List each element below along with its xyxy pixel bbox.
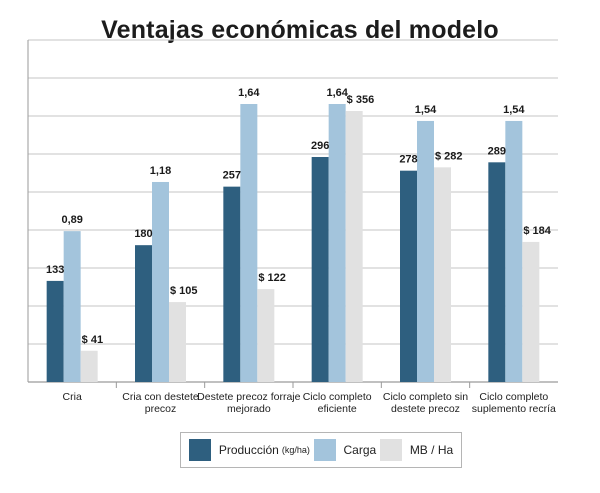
bar-0-5 (488, 162, 506, 382)
legend-swatch-carga (313, 439, 336, 461)
category-label-4: destete precoz (391, 403, 460, 415)
value-label-0-0: 133 (46, 264, 64, 276)
category-label-5: Ciclo completo (479, 391, 548, 403)
bar-1-1 (152, 181, 169, 382)
bar-2-4 (434, 167, 451, 382)
value-label-0-2: 257 (223, 170, 241, 182)
value-label-1-2: 1,64 (238, 87, 260, 99)
grid-lines (27, 39, 558, 388)
legend-swatch-produccion (188, 439, 211, 461)
bar-1-4 (417, 120, 434, 382)
bar-2-3 (345, 111, 363, 382)
value-label-1-5: 1,54 (503, 104, 525, 116)
bar-0-1 (135, 245, 152, 382)
category-label-2: mejorado (227, 403, 271, 415)
legend-label-produccion: Producción (218, 443, 279, 457)
legend-item-carga: Carga (313, 439, 377, 461)
value-label-1-3: 1,64 (326, 87, 348, 99)
category-label-5: suplemento recría (472, 403, 556, 415)
bar-0-2 (223, 186, 241, 382)
value-label-2-3: $ 356 (347, 94, 375, 106)
legend-label-mb-ha: MB / Ha (409, 443, 454, 457)
chart-title: Ventajas económicas del modelo (101, 16, 499, 44)
bar-1-2 (240, 104, 258, 382)
legend: Producción (kg/ha) Carga MB / Ha (180, 432, 462, 468)
bar-2-5 (522, 241, 540, 382)
value-label-0-3: 296 (311, 140, 329, 152)
category-label-3: eficiente (318, 403, 357, 415)
value-label-1-4: 1,54 (415, 104, 437, 116)
value-label-2-0: $ 41 (82, 334, 103, 346)
category-label-1: precoz (145, 403, 177, 415)
legend-item-produccion: Producción (kg/ha) (188, 439, 310, 461)
value-label-2-1: $ 105 (170, 285, 198, 297)
category-label-4: Ciclo completo sin (383, 391, 468, 403)
bar-1-0 (63, 231, 81, 382)
category-label-0: Cria (63, 391, 82, 403)
value-labels: 133 0,89 $ 41 180 1,18 $ 105 257 1,64 $ 122 296 1,… (46, 87, 552, 346)
category-label-3: Ciclo completo (303, 391, 372, 403)
value-label-1-1: 1,18 (150, 165, 171, 177)
bar-1-3 (328, 104, 346, 382)
bar-2-0 (80, 350, 98, 382)
legend-label-carga: Carga (343, 443, 377, 457)
value-label-2-2: $ 122 (258, 272, 286, 284)
value-label-0-4: 278 (399, 154, 417, 166)
legend-swatch-mb-ha (379, 439, 402, 461)
bars (46, 104, 540, 382)
category-label-1: Cria con destete (122, 391, 199, 403)
legend-unit-produccion: (kg/ha) (281, 445, 310, 455)
legend-item-mb-ha: MB / Ha (379, 439, 454, 461)
bar-2-2 (257, 289, 275, 382)
bar-0-3 (311, 157, 329, 382)
bar-2-1 (169, 302, 186, 382)
bar-0-4 (400, 170, 417, 382)
value-label-0-1: 180 (134, 228, 152, 240)
value-label-1-0: 0,89 (61, 214, 82, 226)
bar-0-0 (46, 280, 64, 382)
value-label-2-5: $ 184 (523, 225, 551, 237)
value-label-2-4: $ 282 (435, 150, 463, 162)
category-label-2: Destete precoz forraje (197, 391, 300, 403)
bar-1-5 (505, 120, 523, 382)
value-label-0-5: 289 (488, 145, 506, 157)
